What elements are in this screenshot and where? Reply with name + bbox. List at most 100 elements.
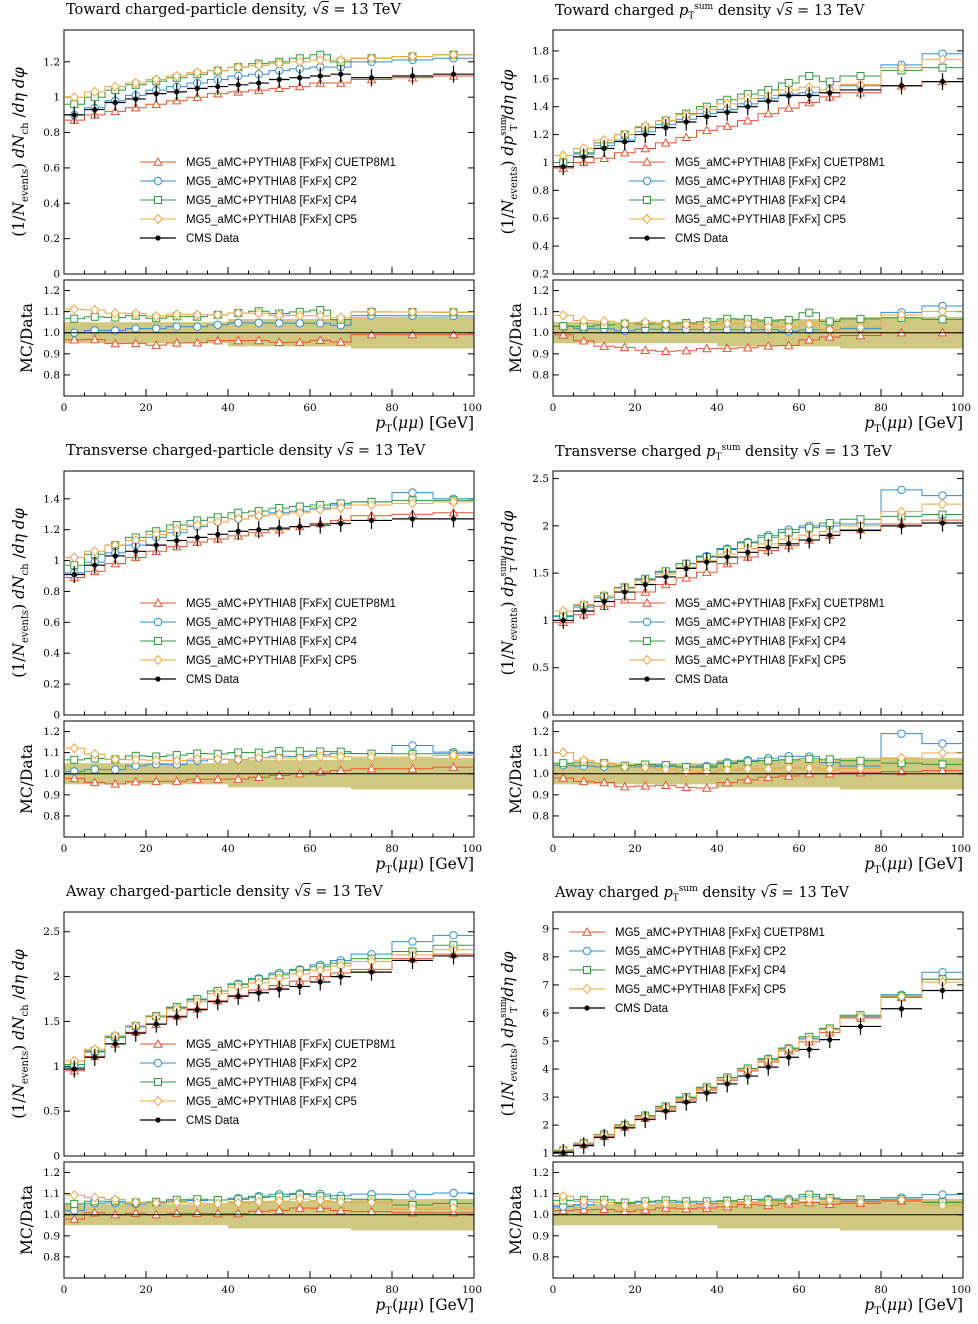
ratio-point — [578, 335, 589, 345]
label-part: dN — [10, 133, 28, 158]
label-part: dη dφ — [499, 952, 517, 997]
y-tick-label: 3 — [542, 1092, 549, 1104]
series-point — [742, 115, 753, 125]
x-axis: 0 20 40 60 80 100 — [550, 708, 971, 855]
label-part: events — [20, 169, 31, 202]
series-point — [295, 507, 305, 518]
ratio-tick-label: 0.8 — [532, 369, 549, 381]
data-point — [786, 92, 792, 99]
data-point — [683, 1099, 689, 1105]
legend-marker — [643, 196, 651, 204]
ratio-tick-label: 1.1 — [532, 306, 549, 318]
legend-entry: MG5_aMC+PYTHIA8 [FxFx] CP2 — [569, 946, 786, 958]
data-point — [450, 71, 457, 77]
legend-label: MG5_aMC+PYTHIA8 [FxFx] CUETP8M1 — [675, 157, 885, 169]
ratio-point — [448, 750, 459, 761]
data-point — [409, 73, 416, 79]
label-part: / — [10, 111, 28, 122]
data-point — [276, 76, 282, 83]
legend-entry: MG5_aMC+PYTHIA8 [FxFx] CP4 — [629, 636, 847, 648]
x-axis: 0 20 40 60 80 100 — [550, 267, 971, 414]
panel-title: Away charged-particle density √s = 13 Te… — [66, 884, 383, 900]
ratio-point — [131, 1197, 141, 1208]
data-point — [765, 98, 771, 104]
y-tick-label: 1 — [53, 92, 60, 104]
label-part: T — [510, 125, 520, 131]
ratio-point — [192, 309, 202, 320]
ratio-tick-label: 1.2 — [532, 1167, 549, 1179]
series-point — [938, 63, 947, 72]
chart-svg: 0 0.5 1 1.5 2 2.5 0.8 0.9 1.0 1.1 1.2 0 20 40 60 80 100 M… — [10, 911, 482, 1317]
data-point — [153, 542, 159, 548]
legend: MG5_aMC+PYTHIA8 [FxFx] CUETP8M1 MG5_aMC+P… — [140, 156, 396, 245]
data-point — [704, 559, 710, 565]
data-point — [704, 1090, 710, 1096]
ratio-point — [407, 329, 418, 339]
x-tick-label: 20 — [628, 402, 641, 414]
y-tick-label: 6 — [542, 1007, 549, 1019]
ratio-point — [212, 774, 223, 783]
label-part: T — [874, 1306, 881, 1317]
legend-entry: MG5_aMC+PYTHIA8 [FxFx] CP5 — [629, 213, 846, 226]
ratio-point — [366, 751, 377, 763]
ratio-point — [274, 770, 285, 780]
series-point — [315, 504, 325, 515]
ratio-point — [681, 319, 691, 330]
data-point — [939, 520, 946, 526]
ratio-point — [784, 1196, 794, 1207]
series-point — [151, 74, 161, 85]
legend-marker — [644, 235, 650, 241]
ratio-line — [553, 770, 963, 789]
label-part: N — [499, 198, 517, 214]
data-point — [806, 537, 812, 543]
legend-marker — [153, 617, 163, 627]
ratio-point — [938, 739, 947, 748]
label-part: ) — [10, 1040, 28, 1051]
data-point — [297, 983, 303, 990]
series-point — [295, 56, 305, 68]
data-point — [765, 1064, 771, 1070]
x-tick-label: 40 — [221, 1284, 234, 1296]
series-line — [64, 953, 474, 1072]
y-tick-label: 1.8 — [532, 45, 549, 57]
data-point — [601, 1134, 607, 1141]
label-part: dη dφ — [10, 949, 28, 994]
data-point — [235, 528, 241, 534]
x-tick-label: 0 — [61, 402, 68, 414]
label-part: dp — [499, 1018, 517, 1038]
panel-away-ptsum: Away charged pTsum density √s = 13 TeV 1… — [489, 882, 978, 1323]
ratio-point — [856, 314, 865, 323]
ratio-point — [855, 321, 866, 333]
ratio-point — [274, 337, 285, 347]
ratio-point — [937, 1200, 948, 1211]
data-point — [174, 1014, 180, 1020]
ratio-point — [366, 1197, 377, 1208]
legend-marker — [584, 1005, 590, 1011]
ratio-point — [784, 755, 793, 764]
ratio-point — [558, 747, 568, 758]
ratio-point — [152, 324, 161, 333]
ratio-point — [315, 751, 325, 762]
series-point — [937, 54, 948, 65]
legend-label: MG5_aMC+PYTHIA8 [FxFx] CP2 — [186, 617, 357, 629]
legend-marker — [642, 176, 652, 186]
label-part: sum — [499, 557, 509, 576]
x-tick-label: 80 — [874, 402, 887, 414]
ratio-point — [825, 317, 834, 326]
panel-away-nch: Away charged-particle density √s = 13 Te… — [0, 882, 489, 1323]
y-axis-label: (1/Nevents) dpsumT /dη dφ — [499, 70, 520, 235]
data-point — [368, 517, 375, 524]
chart-svg: 0.2 0.4 0.6 0.8 1 1.2 1.4 1.6 1.8 0.8 0.9 1.0 1.1 1.2… — [499, 29, 971, 435]
ratio-tick-label: 1.0 — [43, 1209, 60, 1221]
ratio-tick-label: 1.0 — [532, 768, 549, 780]
label-part: ( — [392, 855, 398, 873]
data-point — [827, 532, 833, 538]
data-point — [560, 1149, 566, 1155]
series-data — [64, 947, 474, 1078]
legend-label: MG5_aMC+PYTHIA8 [FxFx] CP5 — [186, 655, 357, 667]
ratio-tick-label: 0.9 — [43, 1230, 60, 1242]
y-axis-label: (1/Nevents) dpsumT /dη dφ — [499, 511, 520, 676]
ratio-point — [336, 1196, 346, 1208]
y-tick-label: 0.8 — [43, 586, 60, 598]
